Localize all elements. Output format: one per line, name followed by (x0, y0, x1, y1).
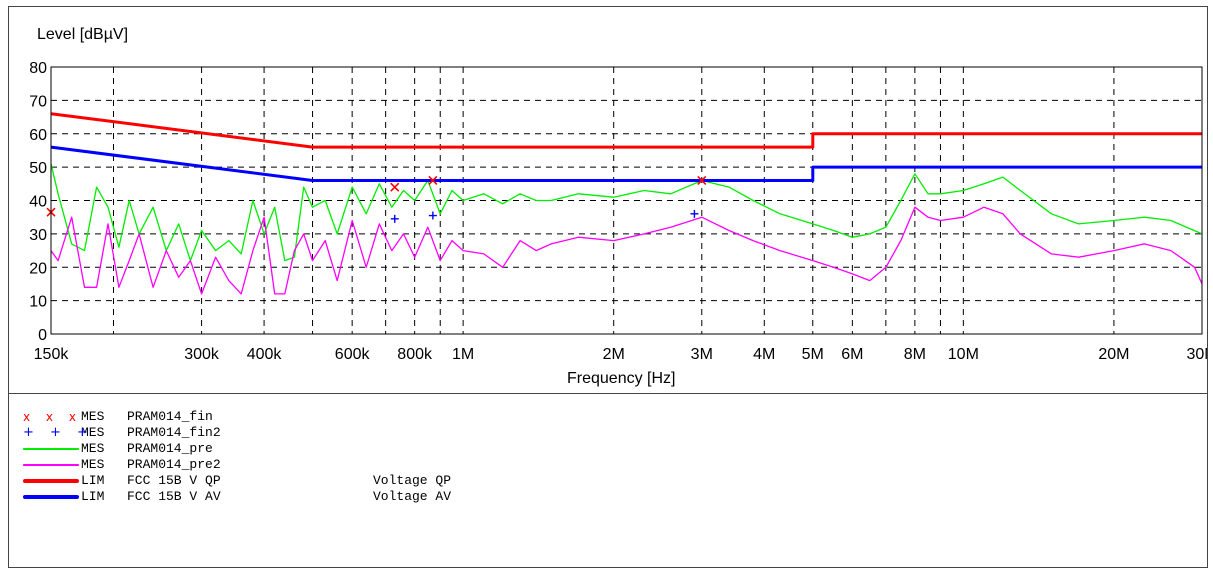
y-tick-label: 30 (29, 227, 47, 244)
x-tick-label: 10M (948, 346, 979, 363)
series-layer (50, 112, 1203, 295)
marker-plus (690, 209, 699, 218)
marker-layer (46, 175, 707, 223)
x-tick-label: 20M (1098, 346, 1129, 363)
legend-description: Voltage AV (373, 489, 452, 504)
grid (50, 66, 1203, 335)
legend-name: PRAM014_fin (127, 409, 213, 424)
x-tick-label: 8M (904, 346, 926, 363)
legend-kind: MES (81, 409, 105, 424)
legend-item: LIM FCC 15B V AV Voltage AV (23, 489, 451, 505)
marker-plus (390, 214, 399, 223)
y-tick-label: 40 (29, 194, 47, 211)
legend-symbol (23, 457, 81, 473)
legend-symbol: x x x (23, 410, 82, 424)
x-tick-label: 2M (603, 346, 625, 363)
legend-name: FCC 15B V AV (127, 489, 221, 504)
legend-item: + + + MES PRAM014_fin2 (23, 425, 451, 441)
x-tick-label: 5M (802, 346, 824, 363)
legend-item: MES PRAM014_pre (23, 441, 451, 457)
legend: x x x MES PRAM014_fin + + + MES PRAM014_fin2 M… (23, 409, 451, 505)
x-axis-label: Frequency [Hz] (567, 370, 675, 387)
legend-item: MES PRAM014_pre2 (23, 457, 451, 473)
legend-kind: MES (81, 441, 105, 456)
series-line-pram014-pre2 (50, 206, 1203, 295)
plot-area-border (50, 66, 1203, 335)
legend-name: PRAM014_pre (127, 441, 213, 456)
series-line-fcc-15b-v-qp (50, 112, 1202, 149)
series-line-fcc-15b-v-av (50, 145, 1202, 182)
y-tick-label: 50 (29, 160, 47, 177)
x-tick-label: 30M (1186, 346, 1207, 363)
x-tick-label: 800k (397, 346, 433, 363)
y-tick-label: 60 (29, 127, 47, 144)
y-tick-label: 80 (29, 60, 47, 77)
y-tick-label: 70 (29, 93, 47, 110)
legend-name: PRAM014_pre2 (127, 457, 221, 472)
legend-symbol: + + + (23, 425, 94, 440)
legend-name: FCC 15B V QP (127, 473, 221, 488)
chart-frame: Level [dBµV] Frequency [Hz] 0 10 20 30 40 50 6… (8, 6, 1208, 568)
marker-x (697, 175, 707, 186)
marker-x (428, 175, 438, 186)
legend-symbol (23, 441, 81, 457)
legend-symbol (23, 473, 81, 489)
x-tick-label: 400k (247, 346, 283, 363)
y-tick-label: 20 (29, 260, 47, 277)
series-line-pram014-pre (50, 163, 1203, 262)
x-tick-label: 4M (753, 346, 775, 363)
x-tick-label: 1M (452, 346, 474, 363)
divider (9, 393, 1207, 394)
tick-labels: 0 10 20 30 40 50 60 70 80 150k 300k 400k 600k 800k 1M 2… (29, 60, 1207, 363)
y-tick-label: 0 (38, 327, 47, 344)
legend-item: LIM FCC 15B V QP Voltage QP (23, 473, 451, 489)
legend-item: x x x MES PRAM014_fin (23, 409, 451, 425)
legend-kind: MES (81, 425, 105, 440)
x-tick-label: 300k (184, 346, 220, 363)
x-tick-label: 6M (841, 346, 863, 363)
x-tick-label: 150k (34, 346, 70, 363)
legend-kind: MES (81, 457, 105, 472)
x-tick-label: 600k (335, 346, 371, 363)
emc-chart: Level [dBµV] Frequency [Hz] 0 10 20 30 40 50 6… (29, 26, 1207, 387)
x-tick-label: 3M (691, 346, 713, 363)
legend-description: Voltage QP (373, 473, 452, 488)
legend-symbol (23, 489, 81, 505)
marker-x (390, 182, 400, 192)
y-tick-label: 10 (29, 294, 47, 311)
legend-kind: LIM (81, 489, 105, 504)
legend-name: PRAM014_fin2 (127, 425, 221, 440)
marker-plus (428, 211, 437, 220)
y-axis-label: Level [dBµV] (37, 26, 128, 43)
legend-kind: LIM (81, 473, 105, 488)
